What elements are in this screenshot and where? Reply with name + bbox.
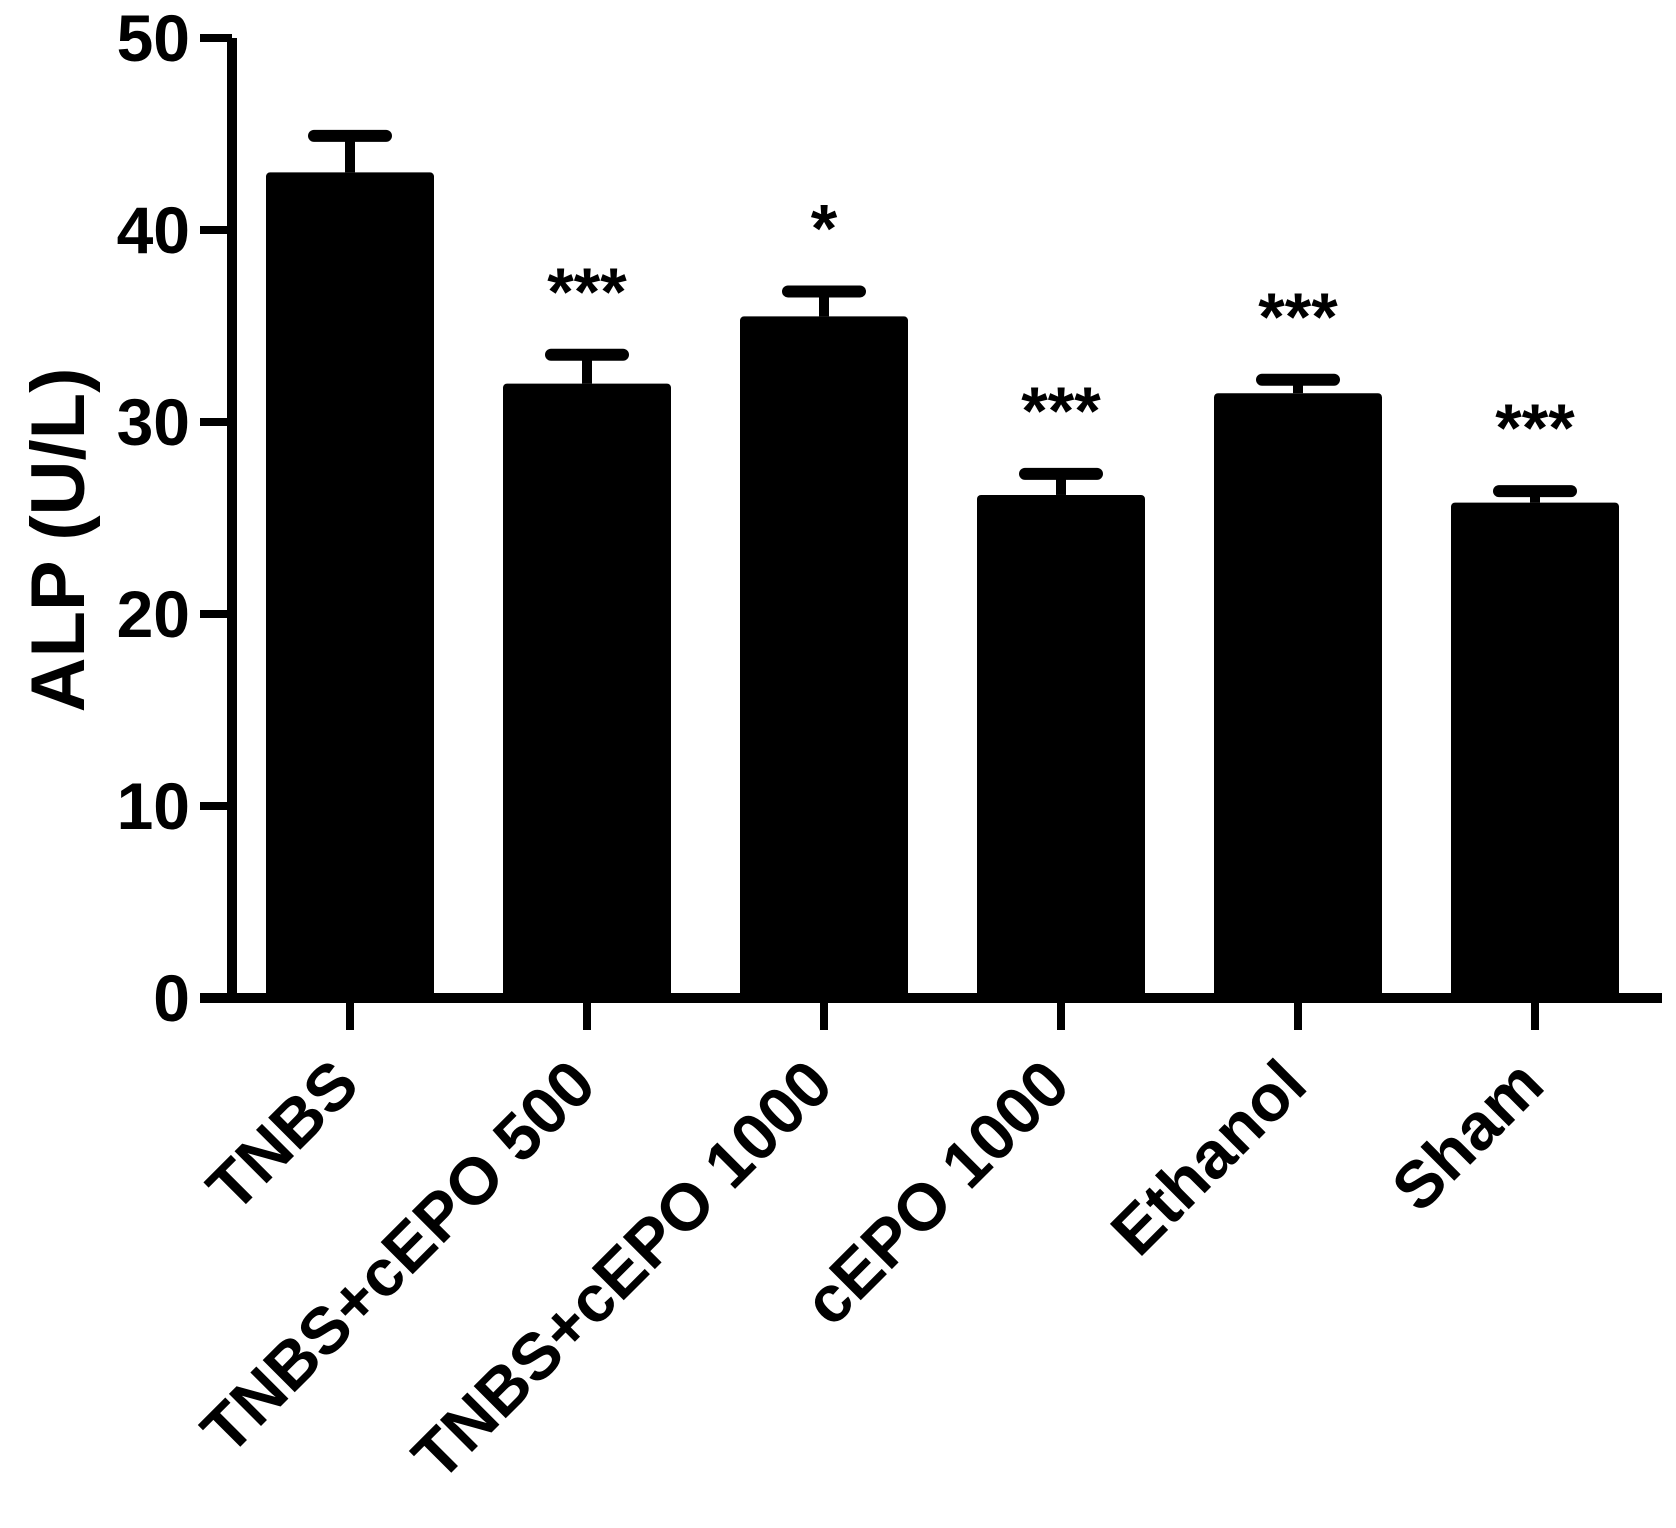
significance-marker: ***	[1258, 279, 1338, 355]
significance-marker: ***	[547, 254, 627, 330]
bar	[1214, 393, 1382, 998]
x-ticks	[346, 998, 1539, 1030]
category-label: Ethanol	[1096, 1046, 1319, 1269]
significance-marker: ***	[1021, 373, 1101, 449]
y-tick-label: 0	[153, 961, 190, 1035]
significance-marker: *	[811, 190, 838, 266]
category-label: Sham	[1377, 1046, 1556, 1225]
significance-marker: ***	[1495, 390, 1575, 466]
bar	[266, 172, 434, 998]
category-label: TNBS+cEPO 1000	[398, 1046, 846, 1494]
axes	[200, 38, 1662, 1003]
category-label: TNBS+cEPO 500	[187, 1046, 609, 1468]
error-bars	[308, 129, 1577, 503]
bar	[503, 383, 671, 999]
y-axis-label: ALP (U/L)	[16, 368, 101, 713]
category-label: TNBS	[193, 1046, 372, 1225]
y-ticks: 0 10 20 30 40 50	[117, 1, 232, 1035]
significance-labels: *************	[547, 190, 1575, 466]
bars	[266, 172, 1619, 999]
y-tick-label: 10	[117, 769, 190, 843]
bar	[1451, 502, 1619, 998]
bar	[740, 316, 908, 998]
bar	[977, 494, 1145, 998]
y-tick-label: 50	[117, 1, 190, 75]
y-tick-label: 40	[117, 193, 190, 267]
y-tick-label: 30	[117, 385, 190, 459]
y-tick-label: 20	[117, 577, 190, 651]
